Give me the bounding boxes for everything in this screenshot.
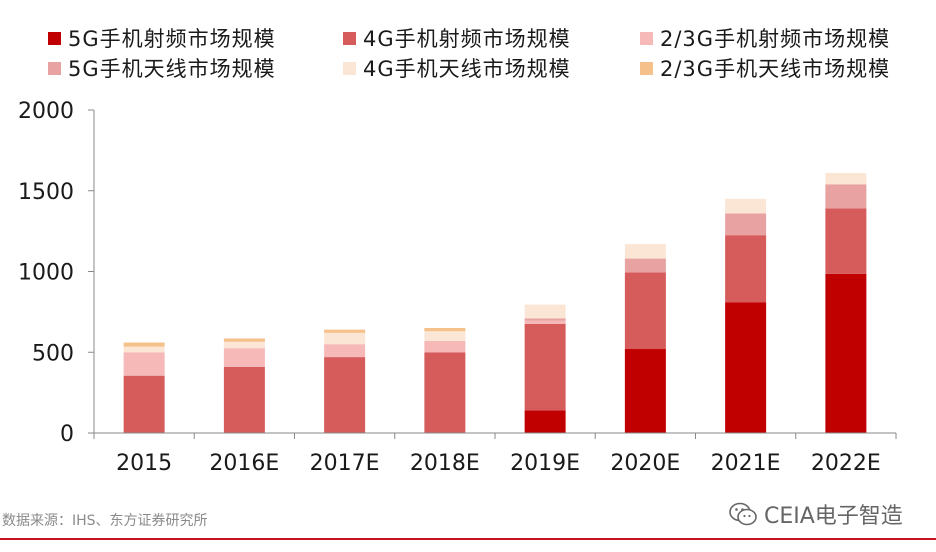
- legend-label: 2/3G手机天线市场规模: [660, 57, 891, 81]
- x-tick-label: 2019E: [510, 451, 580, 476]
- bar-segment: [123, 342, 165, 347]
- bar-segment: [424, 340, 466, 353]
- legend-swatch: [640, 61, 653, 75]
- bar-segment: [223, 348, 265, 367]
- legend-swatch: [48, 31, 61, 45]
- bar-segment: [725, 213, 767, 236]
- legend-label: 5G手机天线市场规模: [68, 57, 276, 81]
- bar-segment: [725, 302, 767, 433]
- bar-segment: [524, 323, 566, 411]
- bar-segment: [223, 341, 265, 349]
- bar-segment: [123, 375, 165, 433]
- bar-segment: [825, 273, 867, 433]
- x-tick-label: 2015: [116, 451, 172, 476]
- bar-segment: [223, 338, 265, 342]
- x-tick-label: 2018E: [410, 451, 480, 476]
- legend-label: 5G手机射频市场规模: [68, 27, 276, 51]
- source-note: 数据来源：IHS、东方证券研究所: [2, 513, 208, 529]
- x-tick-label: 2021E: [711, 451, 781, 476]
- bottom-rule: [0, 538, 936, 540]
- legend-swatch: [343, 61, 356, 75]
- legend-item-4g-rf: 4G手机射频市场规模: [343, 23, 571, 53]
- bar-segment: [524, 318, 566, 321]
- bar-segment: [123, 346, 165, 353]
- bar-segment: [725, 235, 767, 303]
- legend-swatch: [48, 61, 61, 75]
- legend-swatch: [640, 31, 653, 45]
- chart-legend: 5G手机射频市场规模 4G手机射频市场规模 2/3G手机射频市场规模 5G手机天…: [0, 0, 936, 90]
- y-tick-label: 0: [60, 422, 74, 447]
- y-tick-label: 1500: [18, 180, 74, 205]
- bar-segment: [825, 184, 867, 209]
- bar-segment: [424, 352, 466, 433]
- brand-watermark: CEIA电子智造: [728, 498, 903, 530]
- bar-segment: [624, 349, 666, 433]
- legend-label: 4G手机天线市场规模: [363, 57, 571, 81]
- bar-segment: [324, 344, 366, 358]
- legend-label: 4G手机射频市场规模: [363, 27, 571, 51]
- bar-segment: [424, 328, 466, 332]
- y-tick-label: 500: [32, 341, 74, 366]
- x-tick-label: 2017E: [310, 451, 380, 476]
- bar-segment: [524, 304, 566, 319]
- bar-segment: [223, 366, 265, 433]
- bar-segment: [825, 172, 867, 185]
- y-tick-label: 2000: [18, 99, 74, 124]
- x-tick-label: 2022E: [811, 451, 881, 476]
- legend-label: 2/3G手机射频市场规模: [660, 27, 891, 51]
- bar-segment: [524, 410, 566, 433]
- bar-segment: [624, 258, 666, 273]
- legend-item-5g-antenna: 5G手机天线市场规模: [48, 53, 276, 83]
- bar-segment: [324, 332, 366, 345]
- x-tick-label: 2016E: [209, 451, 279, 476]
- bar-segment: [725, 198, 767, 214]
- bar-segment: [424, 331, 466, 341]
- legend-item-5g-rf: 5G手机射频市场规模: [48, 23, 276, 53]
- x-tick-label: 2020E: [610, 451, 680, 476]
- legend-item-4g-antenna: 4G手机天线市场规模: [343, 53, 571, 83]
- bar-segment: [524, 320, 566, 324]
- legend-item-23g-rf: 2/3G手机射频市场规模: [640, 23, 890, 53]
- legend-swatch: [343, 31, 356, 45]
- y-tick-label: 1000: [18, 261, 74, 286]
- bar-segment: [324, 357, 366, 433]
- bar-segment: [624, 244, 666, 259]
- bar-segment: [624, 272, 666, 350]
- bar-segment: [324, 329, 366, 333]
- wechat-bubble-icon: [729, 502, 757, 526]
- legend-item-23g-antenna: 2/3G手机天线市场规模: [640, 53, 890, 83]
- brand-text: CEIA电子智造: [764, 504, 903, 529]
- bar-segment: [123, 352, 165, 376]
- bar-segment: [825, 208, 867, 274]
